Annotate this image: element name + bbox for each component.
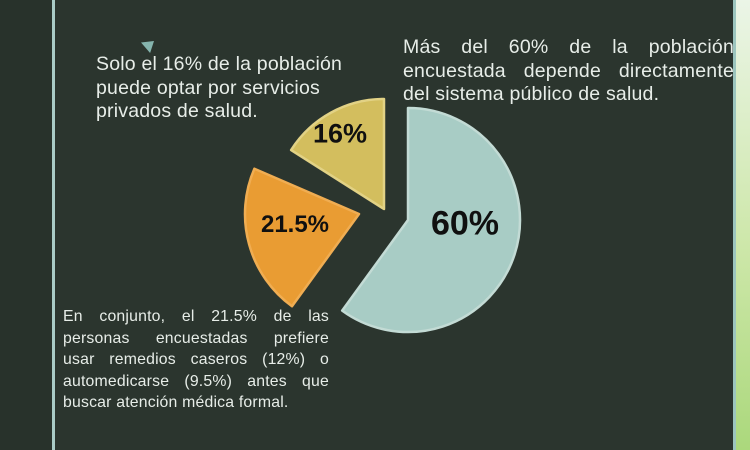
text-line: En conjunto, el 21.5% de las bbox=[63, 308, 329, 325]
pie-slice-label-21.5%: 21.5% bbox=[260, 211, 330, 238]
text-line: puede optar por servicios bbox=[96, 76, 320, 99]
text-line: encuestada depende directamente bbox=[403, 59, 734, 82]
text-line: Más del 60% de la población bbox=[403, 36, 734, 58]
left-accent-line bbox=[52, 0, 55, 450]
pie-slice-16% bbox=[289, 97, 386, 211]
text-line: privados de salud. bbox=[96, 100, 258, 122]
pie-slice-60% bbox=[340, 106, 522, 334]
text-line: buscar atención médica formal. bbox=[63, 394, 289, 412]
callout-self-medication: En conjunto, el 21.5% de las personas enc… bbox=[63, 306, 329, 414]
text-line: del sistema público de salud. bbox=[403, 83, 660, 105]
pie-slice-21.5% bbox=[243, 167, 361, 308]
text-line: automedicarse (9.5%) antes que bbox=[63, 372, 329, 390]
callout-public-health: Más del 60% de la población encuestada de… bbox=[403, 36, 734, 107]
pie-slice-label-60%: 60% bbox=[430, 204, 500, 243]
text-line: usar remedios caseros (12%) o bbox=[63, 351, 329, 369]
text-line: personas encuestadas prefiere bbox=[63, 329, 329, 347]
left-margin-panel bbox=[0, 0, 52, 450]
pie-slice-label-16%: 16% bbox=[312, 118, 368, 149]
text-line: Solo el 16% de la población bbox=[96, 53, 343, 75]
callout-private-health: Solo el 16% de la población puede optar p… bbox=[96, 53, 354, 124]
right-edge-strip bbox=[733, 0, 750, 450]
